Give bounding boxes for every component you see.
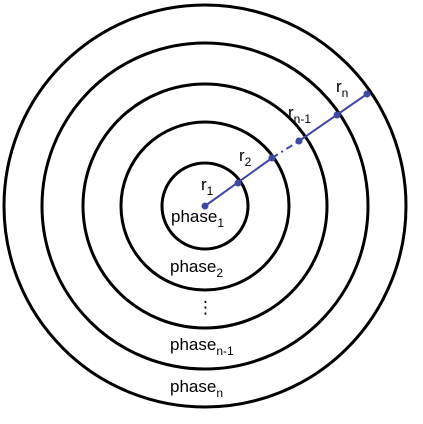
ring-n-1 [40, 41, 370, 371]
radius-segment-dashed [271, 140, 300, 159]
radius-segment-2 [298, 93, 368, 142]
radius-node-1 [234, 179, 242, 187]
radius-label-n: rn [336, 77, 348, 100]
phase-label-n: phasen [170, 377, 223, 400]
phase-label-2: phase2 [170, 257, 223, 280]
radius-node-2 [268, 154, 276, 162]
ring-n [2, 3, 408, 409]
center-point [201, 202, 209, 210]
radius-label-1: r1 [201, 175, 214, 198]
ring-1 [119, 120, 291, 292]
phase-label-1: phase1 [171, 207, 224, 230]
radius-node-n [363, 90, 371, 98]
radius-node-n-1b [333, 111, 341, 119]
phase-label-n-1: phasen-1 [170, 335, 234, 358]
ring-2 [81, 82, 329, 330]
ring-core [160, 161, 250, 251]
radius-label-n-1: rn-1 [288, 103, 311, 126]
radius-node-n-1 [295, 137, 303, 145]
ellipsis-label: ⋮ [197, 298, 214, 317]
radius-label-2: r2 [239, 146, 252, 169]
